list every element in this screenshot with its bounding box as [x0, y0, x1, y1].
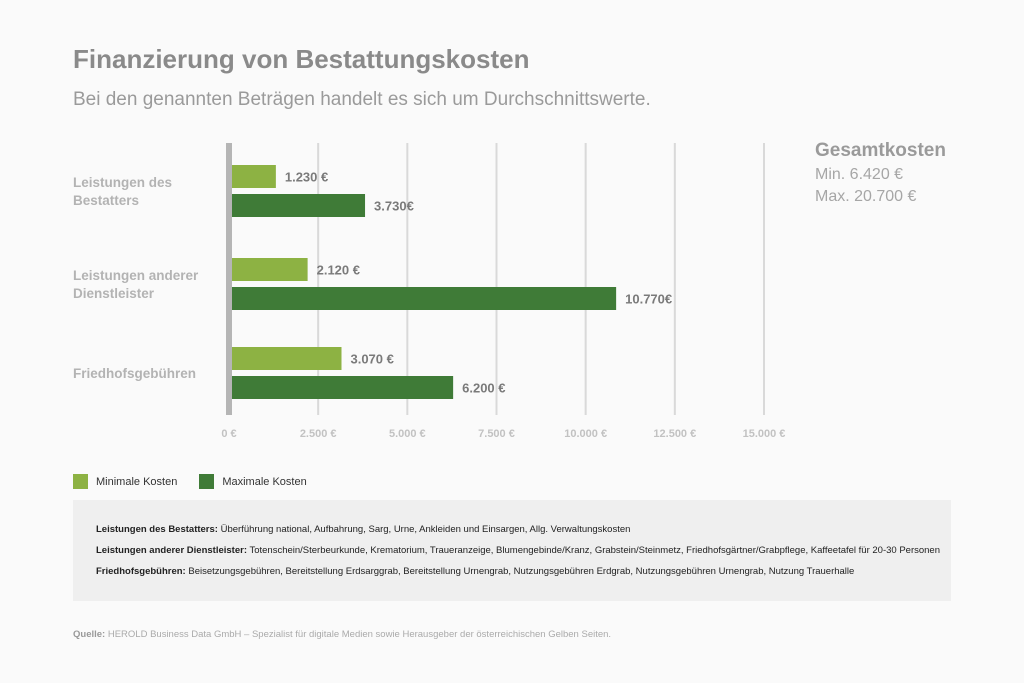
category-notes-box: Leistungen des Bestatters: Überführung n… [73, 500, 951, 601]
chart-subtitle: Bei den genannten Beträgen handelt es si… [73, 89, 651, 110]
x-tick-label: 10.000 € [564, 428, 607, 440]
x-tick-label: 7.500 € [478, 428, 515, 440]
chart-title: Finanzierung von Bestattungskosten [73, 44, 530, 74]
bar-max [232, 194, 366, 217]
source-note: Quelle: HEROLD Business Data GmbH – Spez… [73, 629, 611, 640]
legend-item-min: Minimale Kosten [73, 474, 177, 489]
data-label: 3.730€ [374, 199, 414, 214]
note-row-dienstleister: Leistungen anderer Dienstleister: Totens… [96, 545, 940, 556]
data-label: 2.120 € [317, 263, 360, 278]
total-costs-max: Max. 20.700 € [815, 188, 917, 205]
bar-min [232, 258, 308, 281]
x-tick-label: 5.000 € [389, 428, 426, 440]
data-label: 6.200 € [462, 381, 505, 396]
x-tick-label: 2.500 € [300, 428, 337, 440]
x-tick-label: 15.000 € [743, 428, 786, 440]
note-text: Totenschein/Sterbeurkunde, Krematorium, … [246, 545, 941, 556]
source-key: Quelle: [73, 629, 106, 640]
note-text: Beisetzungsgebühren, Bereitstellung Erds… [185, 566, 855, 577]
bar-max [232, 376, 454, 399]
note-text: Überführung national, Aufbahrung, Sarg, … [217, 524, 631, 535]
total-costs-heading: Gesamtkosten [815, 140, 946, 161]
data-label: 1.230 € [285, 170, 328, 185]
note-key: Leistungen des Bestatters: [96, 524, 218, 535]
x-tick-label: 0 € [221, 428, 236, 440]
legend-swatch-min [73, 474, 88, 489]
legend-item-max: Maximale Kosten [199, 474, 307, 489]
category-label: Friedhofsgebühren [73, 366, 196, 381]
category-label: Bestatters [73, 193, 139, 208]
legend-label-max: Maximale Kosten [222, 475, 307, 488]
total-costs-min: Min. 6.420 € [815, 166, 904, 183]
x-tick-label: 12.500 € [653, 428, 696, 440]
category-label: Leistungen anderer [73, 268, 199, 283]
bar-max [232, 287, 617, 310]
data-label: 10.770€ [625, 292, 672, 307]
bar-min [232, 347, 342, 370]
note-row-bestatter: Leistungen des Bestatters: Überführung n… [96, 524, 928, 535]
note-key: Leistungen anderer Dienstleister: [96, 545, 247, 556]
category-label: Dienstleister [73, 286, 155, 301]
chart-legend: Minimale Kosten Maximale Kosten [73, 474, 307, 489]
bar-min [232, 165, 276, 188]
note-key: Friedhofsgebühren: [96, 566, 186, 577]
legend-label-min: Minimale Kosten [96, 475, 178, 488]
note-row-friedhof: Friedhofsgebühren: Beisetzungsgebühren, … [96, 566, 928, 577]
category-label: Leistungen des [73, 175, 172, 190]
data-label: 3.070 € [350, 352, 393, 367]
source-text: HEROLD Business Data GmbH – Spezialist f… [105, 629, 612, 640]
total-costs-panel: Gesamtkosten Min. 6.420 € Max. 20.700 € [815, 140, 946, 206]
legend-swatch-max [199, 474, 215, 489]
